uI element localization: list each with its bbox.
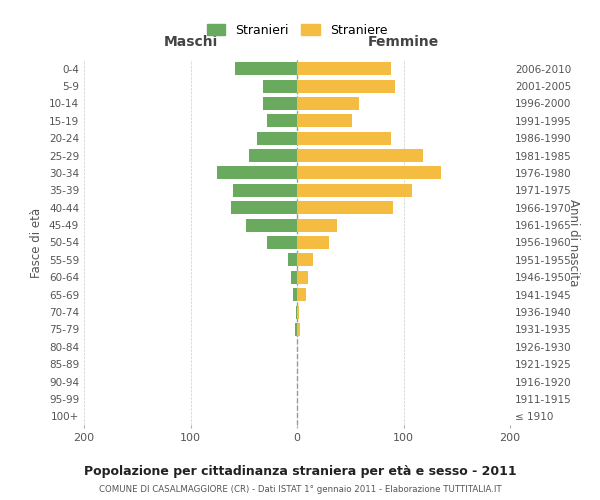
Bar [297, 323, 300, 336]
Bar [267, 114, 297, 128]
Bar [289, 254, 297, 266]
Bar [233, 184, 297, 197]
Bar [297, 166, 441, 179]
Bar [297, 254, 313, 266]
Bar [296, 306, 297, 318]
Bar [267, 236, 297, 249]
Bar [297, 80, 395, 92]
Bar [235, 62, 297, 75]
Bar [217, 166, 297, 179]
Bar [263, 97, 297, 110]
Bar [297, 114, 352, 128]
Bar [231, 201, 297, 214]
Bar [297, 97, 359, 110]
Y-axis label: Fasce di età: Fasce di età [31, 208, 43, 278]
Bar [297, 270, 308, 284]
Bar [297, 201, 393, 214]
Bar [297, 218, 337, 232]
Bar [297, 288, 305, 301]
Bar [263, 80, 297, 92]
Legend: Stranieri, Straniere: Stranieri, Straniere [202, 19, 392, 42]
Bar [293, 288, 297, 301]
Bar [297, 149, 422, 162]
Text: COMUNE DI CASALMAGGIORE (CR) - Dati ISTAT 1° gennaio 2011 - Elaborazione TUTTITA: COMUNE DI CASALMAGGIORE (CR) - Dati ISTA… [98, 485, 502, 494]
Bar [249, 149, 297, 162]
Bar [297, 236, 329, 249]
Bar [246, 218, 297, 232]
Bar [297, 62, 391, 75]
Bar [290, 270, 297, 284]
Bar [297, 184, 412, 197]
Y-axis label: Anni di nascita: Anni di nascita [567, 199, 580, 286]
Text: Popolazione per cittadinanza straniera per età e sesso - 2011: Popolazione per cittadinanza straniera p… [83, 465, 517, 478]
Bar [257, 132, 297, 144]
Text: Femmine: Femmine [368, 35, 439, 49]
Bar [297, 132, 391, 144]
Text: Maschi: Maschi [163, 35, 218, 49]
Bar [297, 306, 299, 318]
Bar [295, 323, 297, 336]
